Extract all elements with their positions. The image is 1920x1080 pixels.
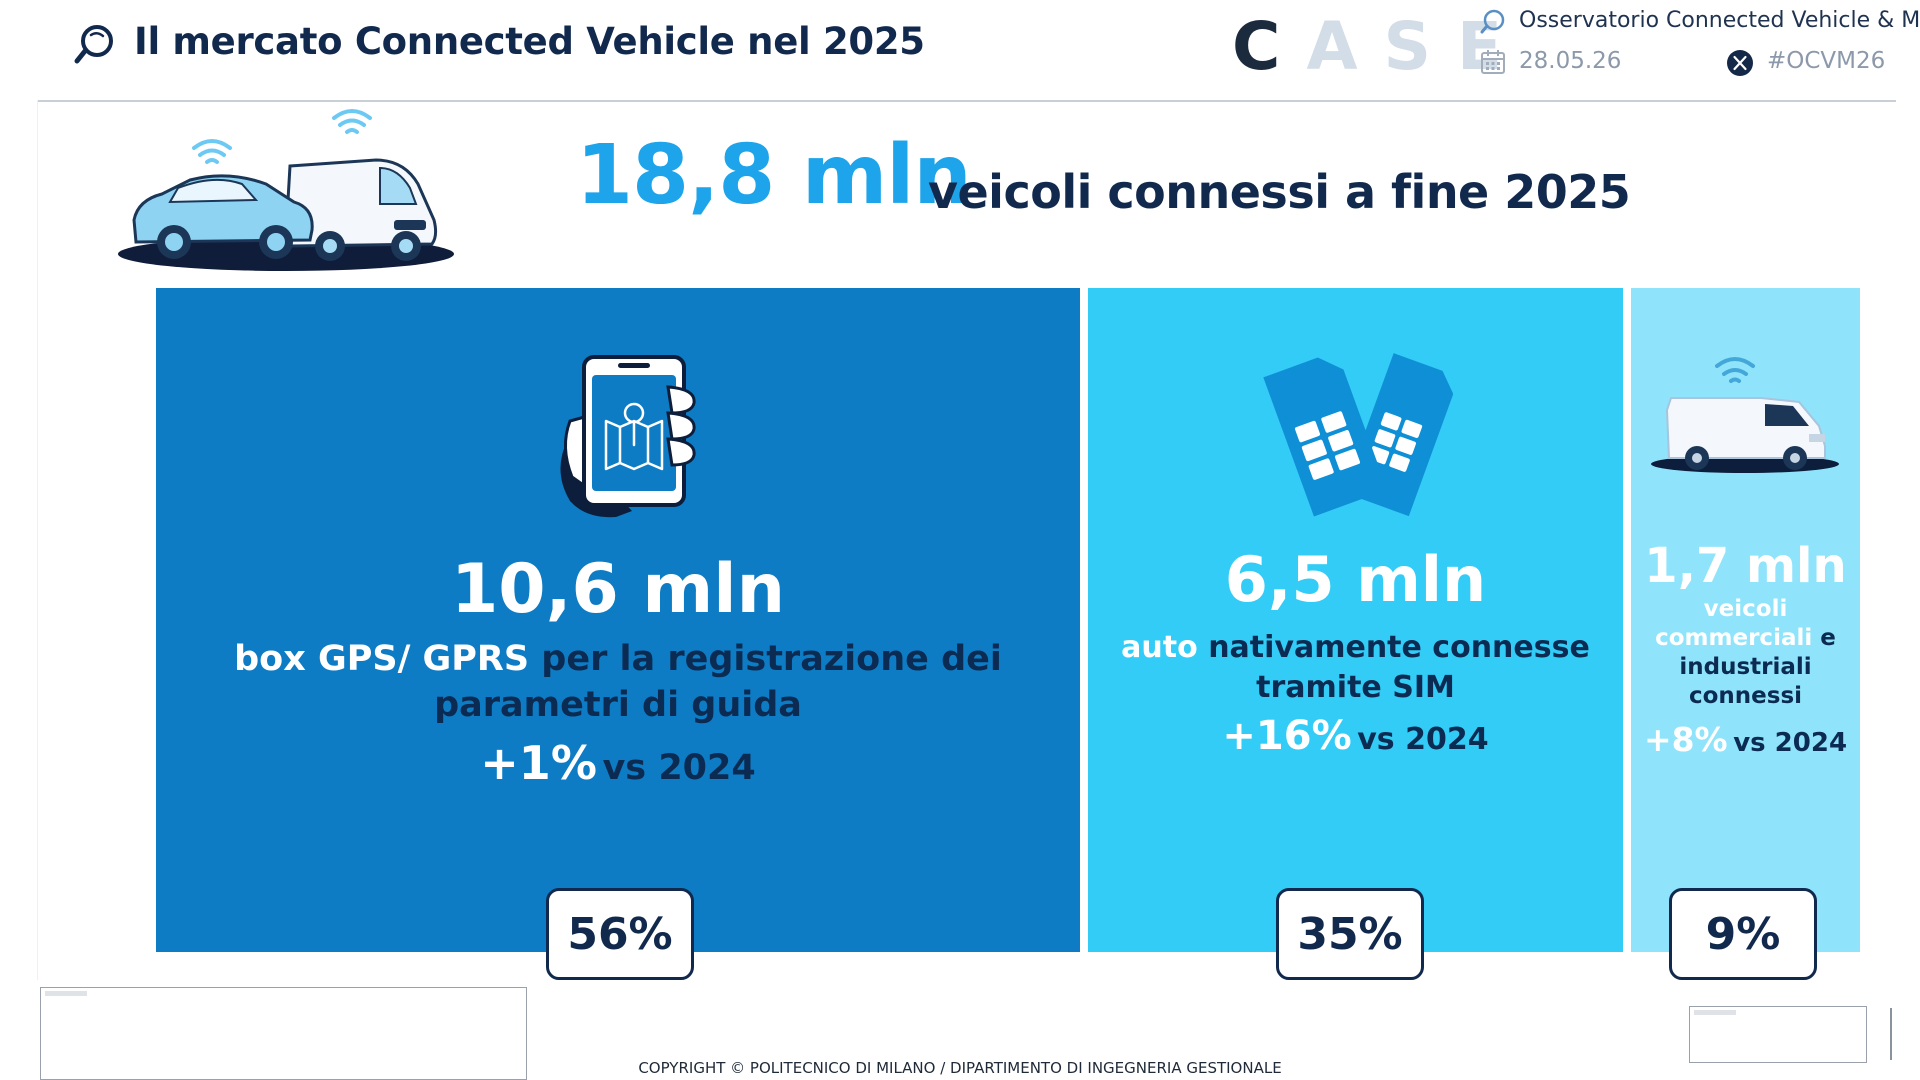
copyright: COPYRIGHT © POLITECNICO DI MILANO / DIPA…: [638, 1059, 1282, 1077]
sim-card-icon: [1263, 353, 1453, 517]
segment-growth: +16% vs 2024: [1222, 713, 1489, 759]
connected-vehicles-illustration: [118, 109, 454, 271]
left-divider: [37, 100, 38, 980]
search-chat-icon: [74, 25, 113, 64]
segment-value: 10,6 mln: [450, 550, 786, 629]
event-date: 28.05.26: [1519, 48, 1622, 74]
page-title: Il mercato Connected Vehicle nel 2025: [134, 20, 925, 63]
segment-value: 6,5 mln: [1224, 543, 1487, 616]
share-badge-commercial: 9%: [1669, 888, 1817, 980]
segment-growth: +8% vs 2024: [1643, 720, 1848, 759]
hashtag: #OCVM26: [1767, 48, 1886, 74]
header-divider: [38, 100, 1896, 102]
share-badge-sim-cars: 35%: [1276, 888, 1424, 980]
segment-sim-cars: 6,5 mln auto nativamente connesse tramit…: [1088, 288, 1623, 952]
smartphone-map-icon: [560, 355, 696, 518]
segment-commercial-vehicles: 1,7 mln veicoli commerciali e industrial…: [1631, 288, 1860, 952]
edge-mark: [1890, 1008, 1892, 1060]
total-connected-label: veicoli connessi a fine 2025: [928, 165, 1631, 219]
total-connected-vehicles: 18,8 mln: [576, 128, 972, 223]
share-badge-gps-box: 56%: [546, 888, 694, 980]
segment-description: box GPS/ GPRS per la registrazione dei p…: [234, 639, 1002, 725]
case-logo: CASE: [1232, 8, 1529, 85]
observatory-name: Osservatorio Connected Vehicle & Mo: [1519, 8, 1920, 33]
x-logo-icon: [1727, 50, 1753, 76]
segment-gps-box: 10,6 mln box GPS/ GPRS per la registrazi…: [156, 288, 1080, 952]
segment-description: veicoli commerciali e industriali connes…: [1655, 596, 1836, 709]
segment-value: 1,7 mln: [1644, 538, 1847, 594]
segment-description: auto nativamente connesse tramite SIM: [1121, 630, 1590, 705]
search-chat-icon: [1480, 9, 1505, 34]
segment-growth: +1% vs 2024: [480, 736, 756, 790]
commercial-van-icon: [1651, 357, 1839, 473]
calendar-icon: [1481, 50, 1505, 74]
footer-placeholder-right: [1689, 1006, 1867, 1063]
